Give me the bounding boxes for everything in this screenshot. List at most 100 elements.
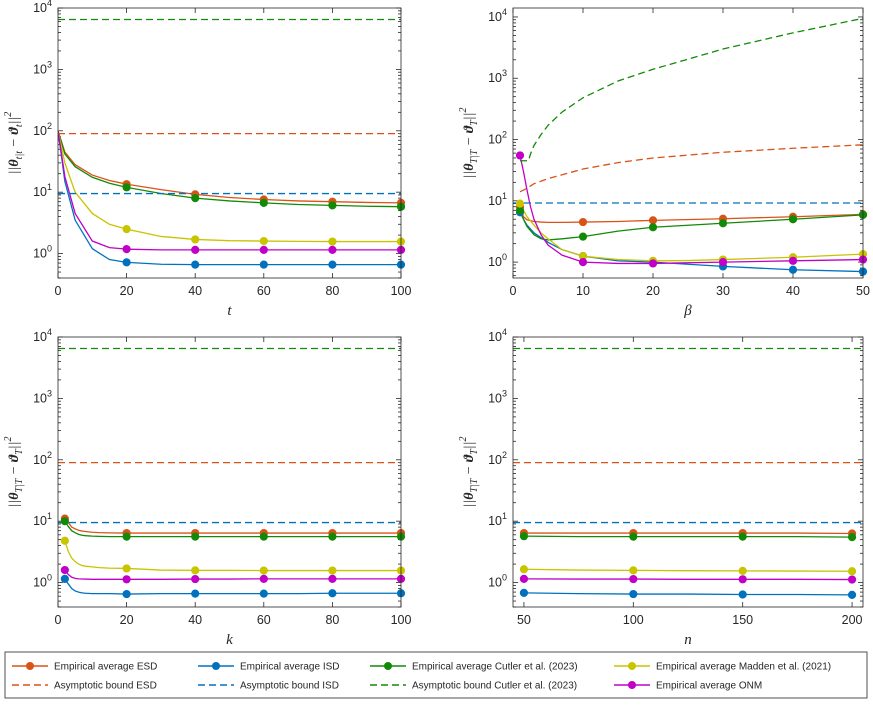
x-tick-label: 10: [576, 284, 590, 298]
x-axis-label: k: [226, 632, 233, 648]
data-point-onm: [578, 257, 588, 267]
axes-frame: [57, 7, 402, 279]
x-tick-label: 30: [716, 284, 730, 298]
data-point-onm: [259, 574, 268, 583]
y-tick-label: 101: [488, 191, 507, 208]
x-tick-label: 50: [856, 284, 870, 298]
legend-label: Empirical average Madden et al. (2021): [656, 662, 831, 673]
series-line-onm: [523, 578, 853, 581]
y-tick-label: 103: [33, 59, 52, 76]
data-point-cutler: [122, 532, 131, 541]
data-point-onm: [648, 259, 658, 268]
data-point-madden: [60, 536, 69, 545]
data-point-cutler: [191, 532, 200, 541]
data-point-madden: [738, 566, 747, 575]
x-axis-label: t: [227, 303, 232, 319]
series-line-madden: [58, 130, 401, 243]
panel-4: 100 101 102 103 104 50 100 150 200 n ||θT|T − ϑT||…: [458, 327, 864, 648]
data-point-madden: [847, 567, 857, 576]
y-tick-label: 103: [33, 388, 52, 405]
data-point-cutler: [629, 532, 638, 541]
data-point-isd: [519, 588, 529, 597]
x-tick-label: 100: [391, 284, 412, 298]
data-point-madden: [515, 199, 525, 208]
data-point-isd: [738, 590, 747, 599]
y-tick-label: 103: [488, 68, 507, 85]
data-point-madden: [519, 565, 529, 574]
legend-label: Empirical average Cutler et al. (2023): [412, 662, 578, 673]
legend-marker: [628, 681, 636, 689]
data-point-cutler: [578, 232, 588, 241]
data-point-onm: [515, 151, 525, 160]
data-point-cutler: [847, 533, 857, 542]
data-point-madden: [191, 566, 200, 575]
x-axis-label: β: [683, 303, 692, 319]
data-point-isd: [191, 260, 200, 269]
x-tick-label: 0: [55, 613, 62, 627]
data-point-madden: [328, 237, 337, 246]
x-tick-label: 80: [325, 284, 339, 298]
x-tick-label: 200: [842, 613, 863, 627]
x-tick-label: 60: [257, 284, 271, 298]
axes-frame: [512, 336, 864, 608]
data-point-esd: [648, 216, 658, 225]
data-point-isd: [60, 574, 69, 583]
series-line-cutler: [523, 535, 853, 538]
legend-marker: [384, 662, 392, 670]
data-point-madden: [328, 566, 337, 575]
data-point-cutler: [60, 517, 69, 526]
series-line-esd: [64, 518, 401, 534]
data-point-onm: [629, 574, 638, 584]
data-point-onm: [328, 574, 337, 583]
legend-label: Empirical average ISD: [240, 662, 339, 673]
series-line-esd: [58, 130, 401, 204]
legend-label: Empirical average ESD: [54, 662, 157, 673]
legend-marker: [26, 662, 34, 670]
series-line-isd: [64, 578, 401, 595]
panel-3: 100 101 102 103 104 0 20 40 60 80 100 k ||θT|T − ϑT|…: [3, 327, 411, 648]
data-point-cutler: [328, 532, 337, 541]
legend: Empirical average ESD Empirical average I…: [4, 651, 868, 699]
data-point-madden: [629, 566, 638, 575]
data-point-cutler: [259, 198, 268, 207]
series-line-madden: [523, 568, 853, 572]
data-point-onm: [718, 257, 728, 267]
data-point-cutler: [738, 532, 747, 541]
data-point-cutler: [519, 532, 529, 541]
y-axis-label: ||θT|T − ϑT||2: [3, 437, 25, 508]
x-tick-label: 20: [646, 284, 660, 298]
series-line-madden: [64, 540, 401, 572]
series-line-cutler: [519, 210, 863, 241]
x-tick-label: 100: [391, 613, 412, 627]
data-point-isd: [328, 589, 337, 598]
data-point-onm: [328, 245, 337, 254]
y-tick-label: 100: [33, 573, 52, 590]
data-point-isd: [629, 589, 638, 599]
data-point-onm: [191, 245, 200, 254]
data-point-cutler: [122, 183, 131, 192]
data-point-cutler: [328, 201, 337, 210]
data-point-onm: [788, 256, 798, 265]
bound-line-cutler: [520, 17, 863, 162]
y-tick-label: 104: [488, 327, 507, 344]
series-group: [58, 18, 401, 266]
data-point-madden: [259, 566, 268, 575]
y-tick-label: 101: [488, 511, 507, 528]
legend-entry: Empirical average ESD: [12, 662, 157, 673]
x-tick-label: 50: [517, 613, 531, 627]
data-point-onm: [738, 575, 747, 584]
y-tick-label: 101: [33, 182, 52, 199]
data-point-onm: [191, 574, 200, 584]
x-tick-label: 20: [120, 613, 134, 627]
data-point-cutler: [191, 194, 200, 203]
y-tick-label: 100: [488, 573, 507, 590]
data-point-cutler: [515, 206, 525, 215]
legend-label: Empirical average ONM: [656, 681, 762, 692]
x-tick-label: 0: [55, 284, 62, 298]
y-tick-label: 104: [33, 0, 52, 15]
data-point-cutler: [259, 532, 268, 541]
x-tick-label: 40: [188, 284, 202, 298]
series-line-onm: [519, 155, 863, 265]
legend-box: [4, 651, 868, 699]
data-point-madden: [259, 236, 268, 246]
